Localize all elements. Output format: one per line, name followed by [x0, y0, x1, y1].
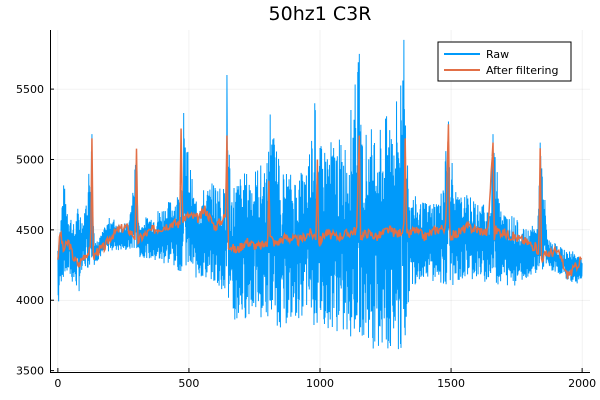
- x-tick-label: 2000: [568, 377, 596, 390]
- y-tick-label: 5500: [16, 83, 44, 96]
- y-tick-label: 4000: [16, 294, 44, 307]
- legend-box: [437, 41, 572, 82]
- x-tick-label: 1500: [437, 377, 465, 390]
- x-tick-label: 500: [178, 377, 199, 390]
- y-tick-label: 5000: [16, 153, 44, 166]
- y-ticks: 3500 4000 4500 5000 5500: [16, 83, 54, 378]
- y-tick-label: 4500: [16, 224, 44, 237]
- legend-label-raw: Raw: [486, 48, 509, 61]
- x-tick-label: 0: [54, 377, 61, 390]
- series-line-after-filtering: [57, 124, 583, 280]
- legend: Raw After filtering: [437, 41, 572, 82]
- series-after-filtering: [57, 124, 583, 280]
- axes: [50, 30, 590, 373]
- y-tick-label: 3500: [16, 365, 44, 378]
- legend-label-after-filtering: After filtering: [486, 64, 559, 77]
- x-ticks: 0 500 1000 1500 2000: [54, 368, 596, 390]
- x-tick-label: 1000: [306, 377, 334, 390]
- chart-title: 50hz1 C3R: [269, 3, 372, 25]
